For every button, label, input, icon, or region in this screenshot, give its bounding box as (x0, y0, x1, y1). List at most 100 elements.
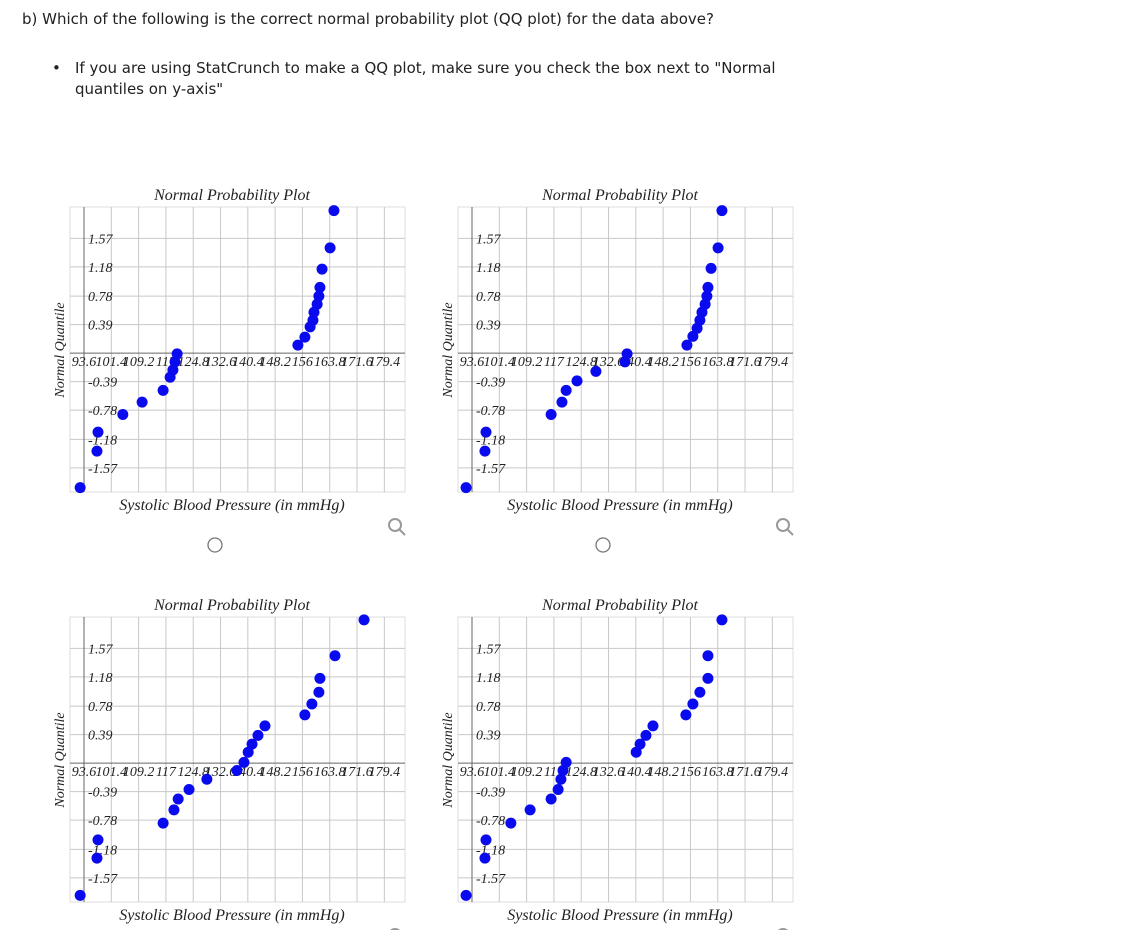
x-tick-label: 163.8 (314, 765, 346, 780)
zoom-lens (388, 518, 402, 532)
data-point (314, 281, 326, 293)
y-tick-label: 1.57 (476, 642, 502, 657)
data-point (358, 614, 370, 626)
y-axis-label: Normal Quantile (53, 302, 68, 398)
x-tick-label: 101.4 (96, 355, 128, 370)
data-point (552, 783, 564, 795)
y-tick-label: 0.39 (476, 319, 501, 334)
chart-title: Normal Probability Plot (153, 187, 310, 204)
x-tick-label: 124.8 (177, 765, 209, 780)
x-axis-label: Systolic Blood Pressure (in mmHg) (507, 907, 732, 924)
data-point (560, 384, 572, 396)
data-point (201, 773, 213, 785)
zoom-lens (390, 928, 400, 930)
zoom-lens (778, 928, 788, 930)
y-tick-label: -0.39 (88, 786, 117, 801)
radio-button[interactable] (207, 537, 223, 553)
data-point (231, 764, 243, 776)
plot-area (457, 616, 794, 903)
y-tick-label: 0.39 (88, 319, 113, 334)
y-tick-label: 1.57 (476, 232, 502, 247)
y-tick-label: -1.57 (88, 872, 118, 887)
data-point (307, 314, 319, 326)
x-tick-label: 124.8 (177, 355, 209, 370)
x-tick-label: 101.4 (484, 765, 516, 780)
zoom-icon[interactable] (777, 928, 793, 930)
x-tick-label: 132.6 (593, 765, 625, 780)
data-point (238, 756, 250, 768)
y-tick-label: -0.78 (476, 814, 505, 829)
data-point (171, 348, 183, 360)
y-tick-label: -0.78 (88, 404, 117, 419)
x-tick-label: 101.4 (484, 355, 516, 370)
x-tick-label: 109.2 (123, 355, 154, 370)
x-tick-label: 124.8 (565, 765, 597, 780)
data-point (480, 426, 492, 438)
data-point (640, 729, 652, 741)
y-tick-label: 0.78 (476, 290, 501, 305)
data-point (712, 242, 724, 254)
x-tick-label: 132.6 (205, 765, 237, 780)
x-axis-label: Systolic Blood Pressure (in mmHg) (119, 907, 344, 924)
y-tick-label: -1.18 (88, 433, 117, 448)
data-point (168, 804, 180, 816)
data-point (313, 290, 325, 302)
zoom-icon[interactable] (776, 518, 794, 536)
x-tick-label: 132.6 (205, 355, 237, 370)
x-tick-label: 163.8 (702, 765, 734, 780)
data-point (460, 889, 472, 901)
data-point (647, 720, 659, 732)
data-point (702, 650, 714, 662)
data-point (634, 738, 646, 750)
bullet-text: If you are using StatCrunch to make a QQ… (75, 59, 776, 98)
y-tick-label: 1.18 (88, 261, 113, 276)
data-point (299, 331, 311, 343)
data-point (545, 793, 557, 805)
x-tick-label: 171.6 (729, 765, 761, 780)
data-point (252, 729, 264, 741)
y-tick-label: 0.78 (88, 700, 113, 715)
data-point (701, 290, 713, 302)
data-point (716, 205, 728, 217)
data-point (681, 339, 693, 351)
data-point (524, 804, 536, 816)
data-point (328, 205, 340, 217)
data-point (91, 445, 103, 457)
data-point (157, 817, 169, 829)
data-point (91, 852, 103, 864)
x-tick-label: 156 (680, 765, 701, 780)
data-point (702, 672, 714, 684)
zoom-icon[interactable] (388, 518, 406, 536)
y-tick-label: -1.57 (476, 872, 506, 887)
x-tick-label: 117 (544, 355, 565, 370)
y-tick-label: 0.39 (88, 729, 113, 744)
x-tick-label: 148.2 (647, 765, 679, 780)
y-tick-label: 0.78 (88, 290, 113, 305)
data-point (157, 384, 169, 396)
data-point (259, 720, 271, 732)
x-tick-label: 156 (292, 765, 313, 780)
x-tick-label: 93.6 (460, 765, 485, 780)
data-point (172, 793, 184, 805)
data-point (74, 482, 86, 494)
data-point (555, 773, 567, 785)
chart: -1.57-1.18-0.78-0.390.390.781.181.5793.6… (53, 187, 406, 553)
chart: -1.57-1.18-0.78-0.390.390.781.181.5793.6… (53, 597, 406, 930)
y-tick-label: -0.39 (88, 376, 117, 391)
x-tick-label: 140.4 (620, 765, 652, 780)
x-axis-label: Systolic Blood Pressure (in mmHg) (507, 497, 732, 514)
data-point (183, 783, 195, 795)
data-point (92, 426, 104, 438)
x-tick-label: 163.8 (314, 355, 346, 370)
zoom-icon[interactable] (389, 928, 405, 930)
chart: -1.57-1.18-0.78-0.390.390.781.181.5793.6… (441, 187, 794, 553)
data-point (560, 756, 572, 768)
y-tick-label: -0.78 (88, 814, 117, 829)
y-tick-label: -0.78 (476, 404, 505, 419)
data-point (505, 817, 517, 829)
data-point (314, 672, 326, 684)
data-point (556, 396, 568, 408)
y-axis-label: Normal Quantile (441, 712, 456, 808)
radio-button[interactable] (595, 537, 611, 553)
